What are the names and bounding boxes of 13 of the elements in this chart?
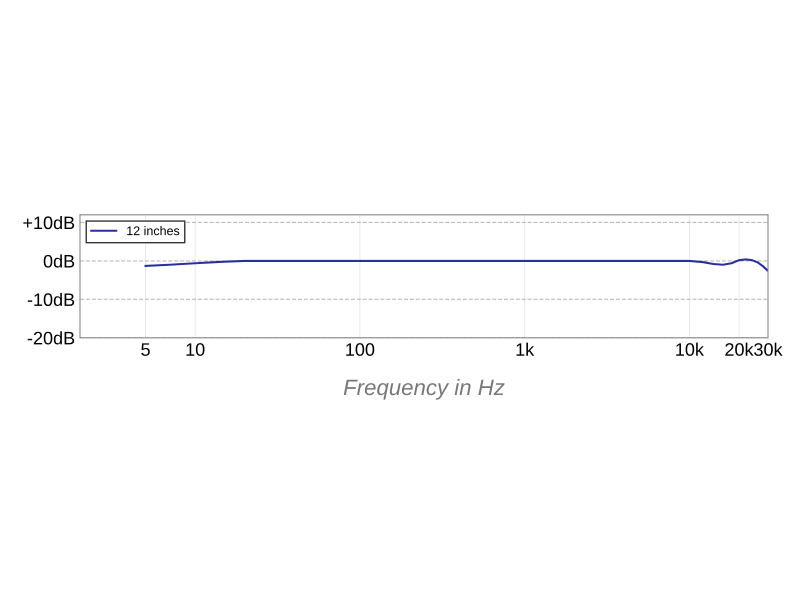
- x-tick-label: 1k: [516, 342, 534, 356]
- x-tick-label: 10k: [676, 342, 704, 356]
- x-tick-label: 30k: [754, 342, 783, 356]
- y-tick-label: -20dB: [28, 331, 74, 345]
- legend-label: 12 inches: [127, 226, 180, 236]
- y-tick-label: -10dB: [28, 292, 74, 306]
- x-tick-label: 5: [141, 343, 150, 356]
- x-tick-label: 100: [346, 343, 374, 356]
- y-tick-label: 0dB: [44, 254, 74, 268]
- x-tick-label: 20k: [725, 342, 754, 356]
- x-tick-label: 10: [186, 343, 204, 356]
- x-axis-title: Frequency in Hz: [344, 378, 505, 400]
- y-tick-label: +10dB: [23, 216, 74, 230]
